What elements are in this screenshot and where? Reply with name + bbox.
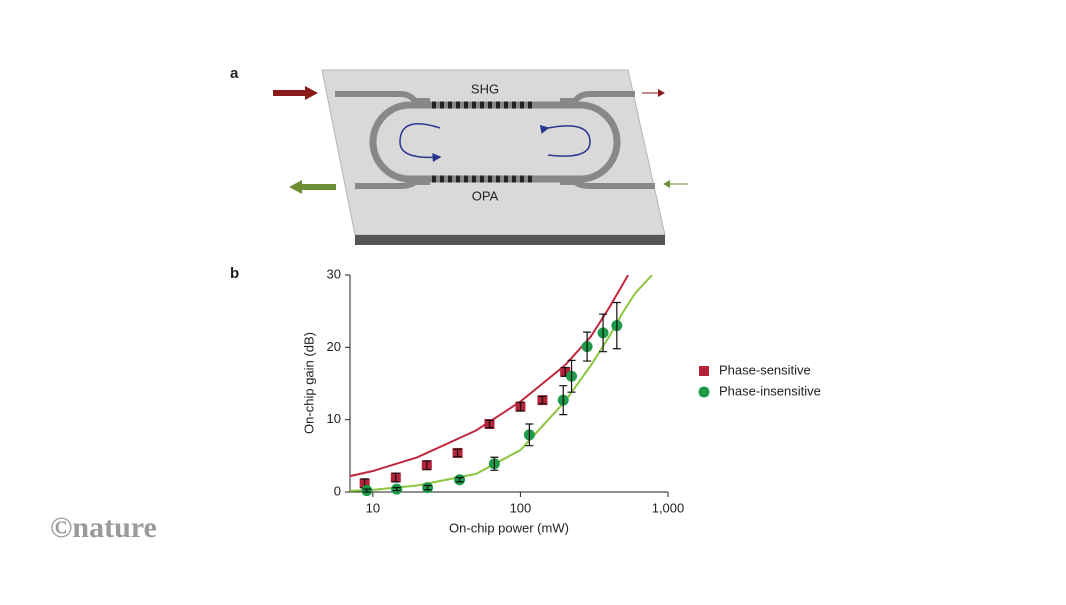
- y-tick-label: 20: [327, 339, 341, 354]
- error-bar: [423, 484, 432, 491]
- diagram-label: OPA: [472, 188, 499, 203]
- waveguide: [560, 91, 635, 104]
- error-bar: [516, 401, 525, 412]
- panel-label: a: [230, 65, 239, 82]
- error-bar: [567, 359, 576, 393]
- error-bar: [583, 331, 592, 362]
- input-arrow: [663, 180, 688, 188]
- x-axis-label: On-chip power (mW): [449, 520, 569, 535]
- flow-arrow: [539, 124, 591, 157]
- output-arrow: [642, 89, 665, 97]
- chip-edge: [355, 235, 665, 245]
- device-diagram: a SHG OPA: [230, 65, 688, 245]
- y-tick-label: 30: [327, 266, 341, 281]
- x-tick-label: 10: [366, 500, 380, 515]
- error-bar: [362, 488, 371, 493]
- y-tick-label: 10: [327, 411, 341, 426]
- panel-label: b: [230, 265, 239, 282]
- legend-marker: [699, 366, 709, 376]
- waveguide: [335, 91, 430, 104]
- waveguide: [560, 179, 655, 189]
- error-bar: [422, 460, 431, 471]
- error-bar: [485, 419, 494, 429]
- legend-label: Phase-insensitive: [719, 383, 821, 398]
- x-tick-label: 1,000: [652, 500, 685, 515]
- input-arrow: [273, 86, 318, 100]
- legend-label: Phase-sensitive: [719, 362, 811, 377]
- error-bar: [599, 313, 608, 353]
- legend-marker: [698, 386, 710, 398]
- error-bar: [455, 476, 464, 483]
- ring: [369, 101, 621, 183]
- error-bar: [392, 487, 401, 492]
- error-bar: [559, 385, 568, 416]
- error-bar: [538, 395, 547, 405]
- error-bar: [525, 423, 534, 447]
- y-axis-label: On-chip gain (dB): [301, 332, 316, 434]
- fit-line: [350, 275, 630, 478]
- waveguide: [355, 179, 430, 189]
- error-bar: [453, 448, 462, 458]
- diagram-label: SHG: [471, 81, 499, 96]
- y-tick-label: 0: [334, 483, 341, 498]
- x-tick-label: 100: [510, 500, 532, 515]
- fit-line: [350, 275, 653, 492]
- error-bar: [490, 456, 499, 471]
- watermark: ©nature: [50, 511, 157, 544]
- flow-arrow: [399, 123, 442, 163]
- output-arrow: [289, 180, 336, 194]
- error-bar: [612, 301, 621, 350]
- error-bar: [391, 472, 400, 483]
